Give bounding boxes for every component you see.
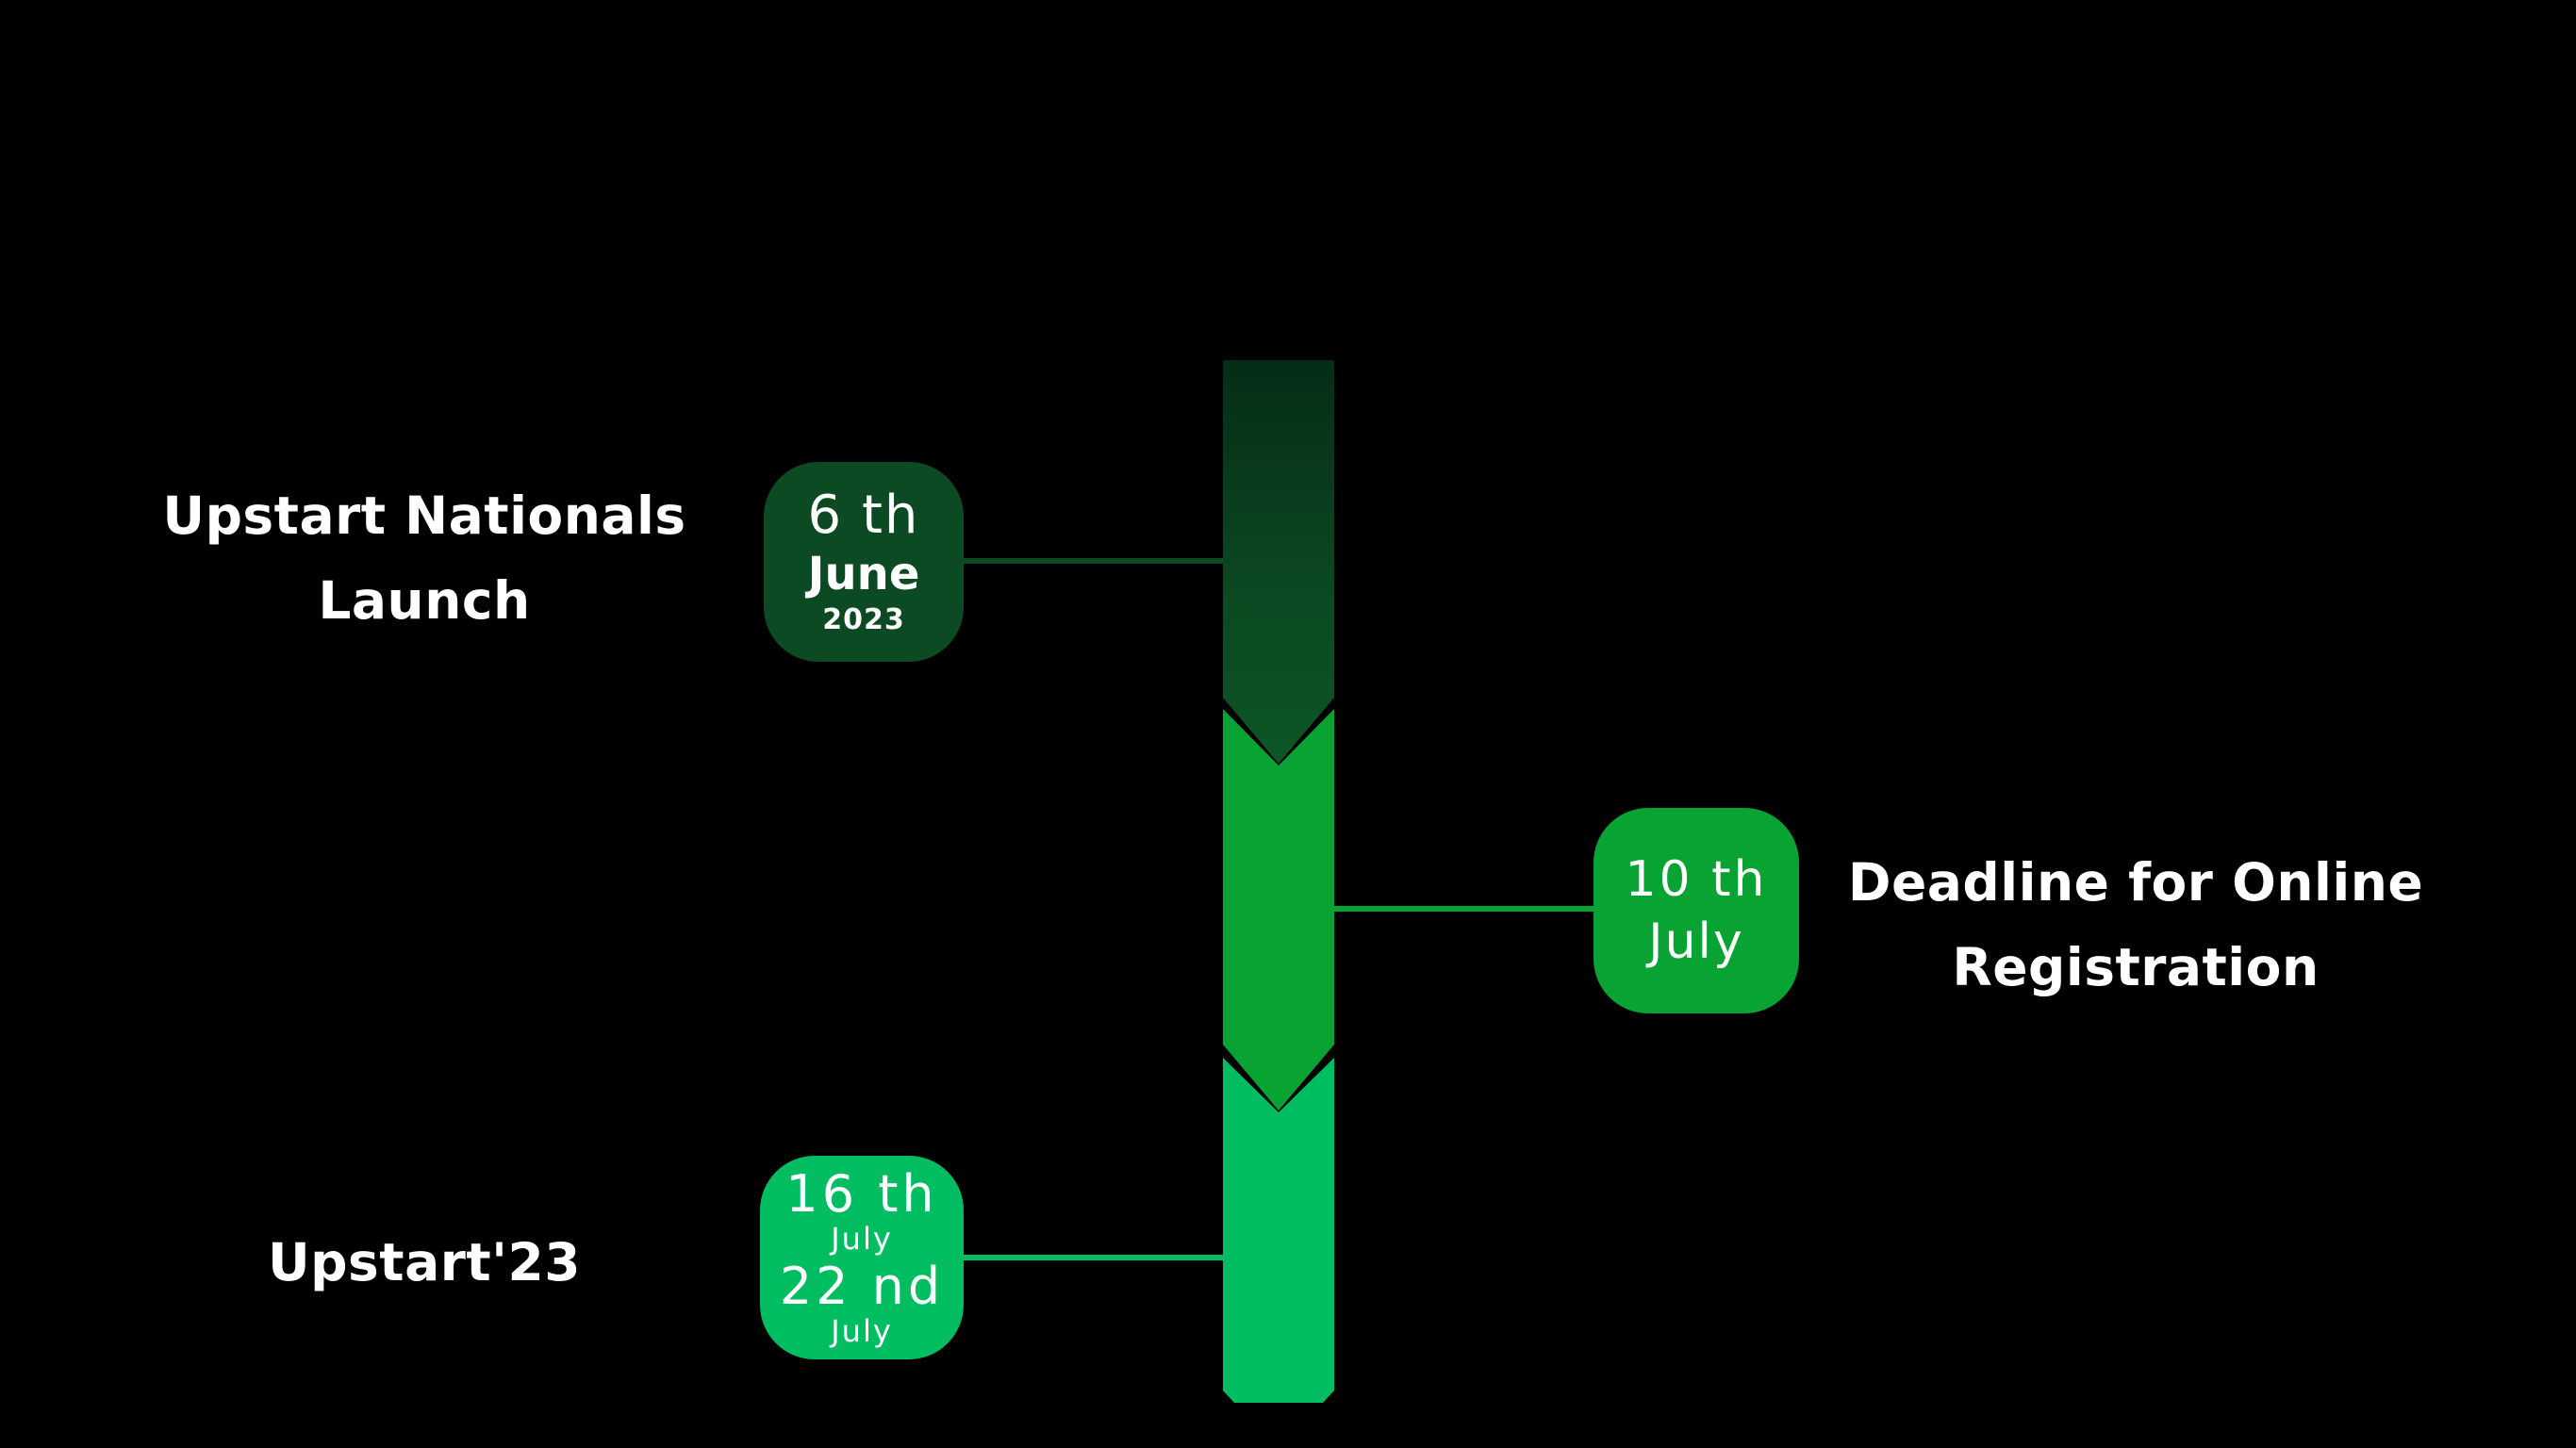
badge-3-start-month: July: [831, 1221, 893, 1257]
connector-line-2: [1334, 906, 1596, 912]
event-1-title-line1: Upstart Nationals: [162, 485, 686, 546]
badge-1-year: 2023: [822, 603, 905, 636]
event-1-title-line2: Launch: [318, 570, 531, 631]
event-3-title: Upstart'23: [268, 1232, 581, 1292]
event-label-3: Upstart'23: [123, 1220, 726, 1305]
event-2-title-line1: Deadline for Online: [1847, 852, 2424, 913]
date-badge-3: 16 th July 22 nd July: [760, 1156, 964, 1359]
badge-1-day: 6 th: [807, 485, 920, 546]
badge-1-month: June: [807, 548, 920, 601]
badge-2-day: 10 th: [1625, 851, 1768, 908]
badge-2-month: July: [1648, 913, 1744, 970]
badge-3-end-month: July: [831, 1313, 893, 1349]
date-badge-2: 10 th July: [1593, 808, 1799, 1013]
event-label-2: Deadline for Online Registration: [1810, 840, 2461, 1010]
badge-3-end-day: 22 nd: [779, 1257, 945, 1316]
timeline-segment-3: [1223, 1058, 1334, 1403]
event-label-1: Upstart Nationals Launch: [123, 473, 726, 643]
timeline-segment-1: [1223, 360, 1334, 764]
connector-line-3: [960, 1255, 1224, 1260]
badge-3-start-day: 16 th: [785, 1164, 938, 1224]
timeline-segment-2: [1223, 709, 1334, 1111]
connector-line-1: [960, 558, 1224, 564]
event-2-title-line2: Registration: [1952, 937, 2320, 997]
date-badge-1: 6 th June 2023: [764, 462, 964, 662]
